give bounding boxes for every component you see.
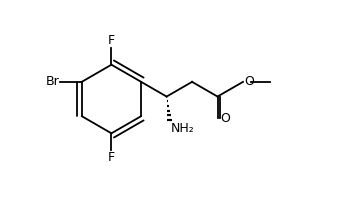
Text: Br: Br <box>46 75 59 88</box>
Text: F: F <box>108 151 115 164</box>
Text: F: F <box>108 34 115 47</box>
Text: O: O <box>221 112 230 125</box>
Text: NH₂: NH₂ <box>170 122 194 135</box>
Text: O: O <box>244 75 254 88</box>
